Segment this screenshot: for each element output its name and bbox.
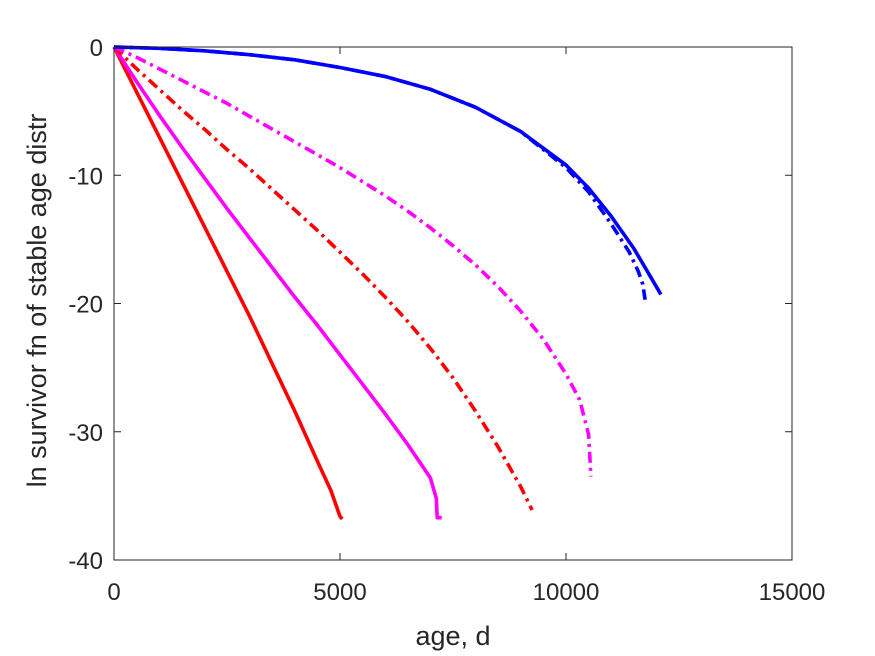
y-tick-label: -40	[68, 548, 103, 575]
x-tick-label: 0	[107, 579, 120, 606]
series-line-1	[112, 46, 344, 521]
series-line-2	[112, 46, 442, 520]
y-tick-label: -20	[68, 292, 103, 319]
x-tick-label: 10000	[533, 579, 600, 606]
y-tick-label: -10	[68, 163, 103, 190]
y-tick-label: -30	[68, 420, 103, 447]
series-layer	[112, 45, 663, 521]
x-tick-label: 5000	[313, 579, 366, 606]
x-axis-label: age, d	[415, 621, 490, 651]
series-line-3	[112, 45, 534, 511]
x-tick-label: 15000	[759, 579, 826, 606]
series-line-6	[113, 45, 647, 300]
series-line-4	[113, 45, 593, 477]
y-tick-label: 0	[90, 35, 103, 62]
ticks-layer: 0 5000 10000 15000 0 -10 -20 -30 -40	[68, 35, 825, 606]
y-axis-label: ln survivor fn of stable age distr	[22, 114, 52, 488]
